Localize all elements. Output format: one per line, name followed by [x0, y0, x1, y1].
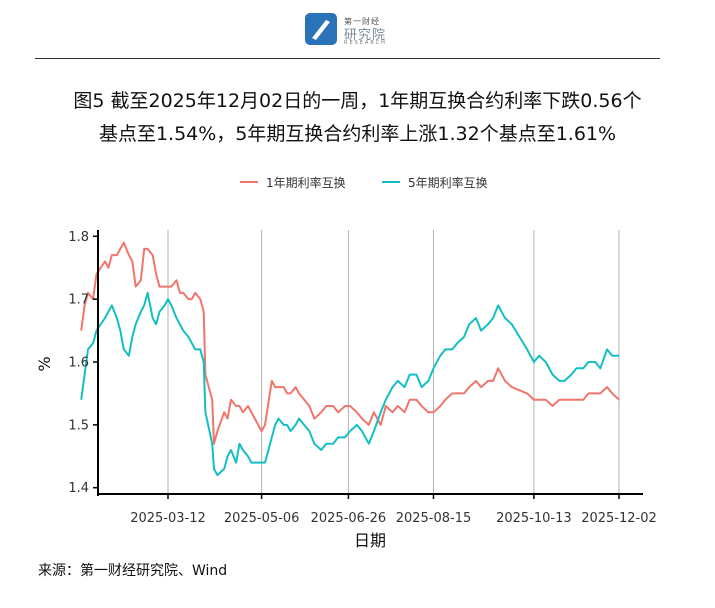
- legend-label-5y: 5年期利率互换: [408, 176, 488, 190]
- research-logo: 第一财经 研究院 RESEARCH: [304, 10, 404, 48]
- y-tick-label-3: 1.7: [68, 293, 89, 308]
- logo-mark-icon: [305, 13, 337, 45]
- x-tick-label-5: 2025-12-02: [581, 511, 657, 526]
- chart-series: [80, 241, 620, 477]
- chart-axes: 1.4 1.5 1.6 1.7 1.8 2025-03-12 2025-05-06 2025-…: [68, 230, 656, 526]
- x-tick-label-2: 2025-06-26: [311, 511, 387, 526]
- logo-sub-text: RESEARCH: [344, 40, 387, 46]
- y-tick-label-0: 1.4: [68, 481, 89, 496]
- x-tick-label-0: 2025-03-12: [130, 511, 206, 526]
- header-divider: [35, 58, 660, 59]
- legend-swatch-1y: [240, 181, 258, 183]
- series-line-1y: [80, 241, 620, 445]
- chart-legend: 1年期利率互换 5年期利率互换: [0, 172, 715, 192]
- source-note: 来源：第一财经研究院、Wind: [38, 563, 228, 579]
- x-tick-label-3: 2025-08-15: [396, 511, 472, 526]
- figure-title-line1: 图5 截至2025年12月02日的一周，1年期互换合约利率下跌0.56个: [73, 90, 642, 112]
- chart-gridlines: [167, 230, 620, 494]
- figure-title-line2: 基点至1.54%，5年期互换合约利率上涨1.32个基点至1.61%: [98, 123, 617, 145]
- y-tick-label-1: 1.5: [68, 418, 89, 433]
- x-axis-title: 日期: [354, 531, 386, 550]
- y-tick-label-4: 1.8: [68, 230, 89, 245]
- y-tick-label-2: 1.6: [68, 356, 89, 371]
- logo-top-text: 第一财经: [344, 17, 380, 26]
- logo-main-text: 研究院: [344, 28, 387, 43]
- legend-label-1y: 1年期利率互换: [266, 176, 346, 190]
- series-line-5y: [80, 291, 619, 477]
- x-tick-label-4: 2025-10-13: [496, 511, 572, 526]
- legend-swatch-5y: [382, 181, 400, 183]
- x-tick-label-1: 2025-05-06: [224, 511, 300, 526]
- y-axis-title: %: [35, 356, 54, 371]
